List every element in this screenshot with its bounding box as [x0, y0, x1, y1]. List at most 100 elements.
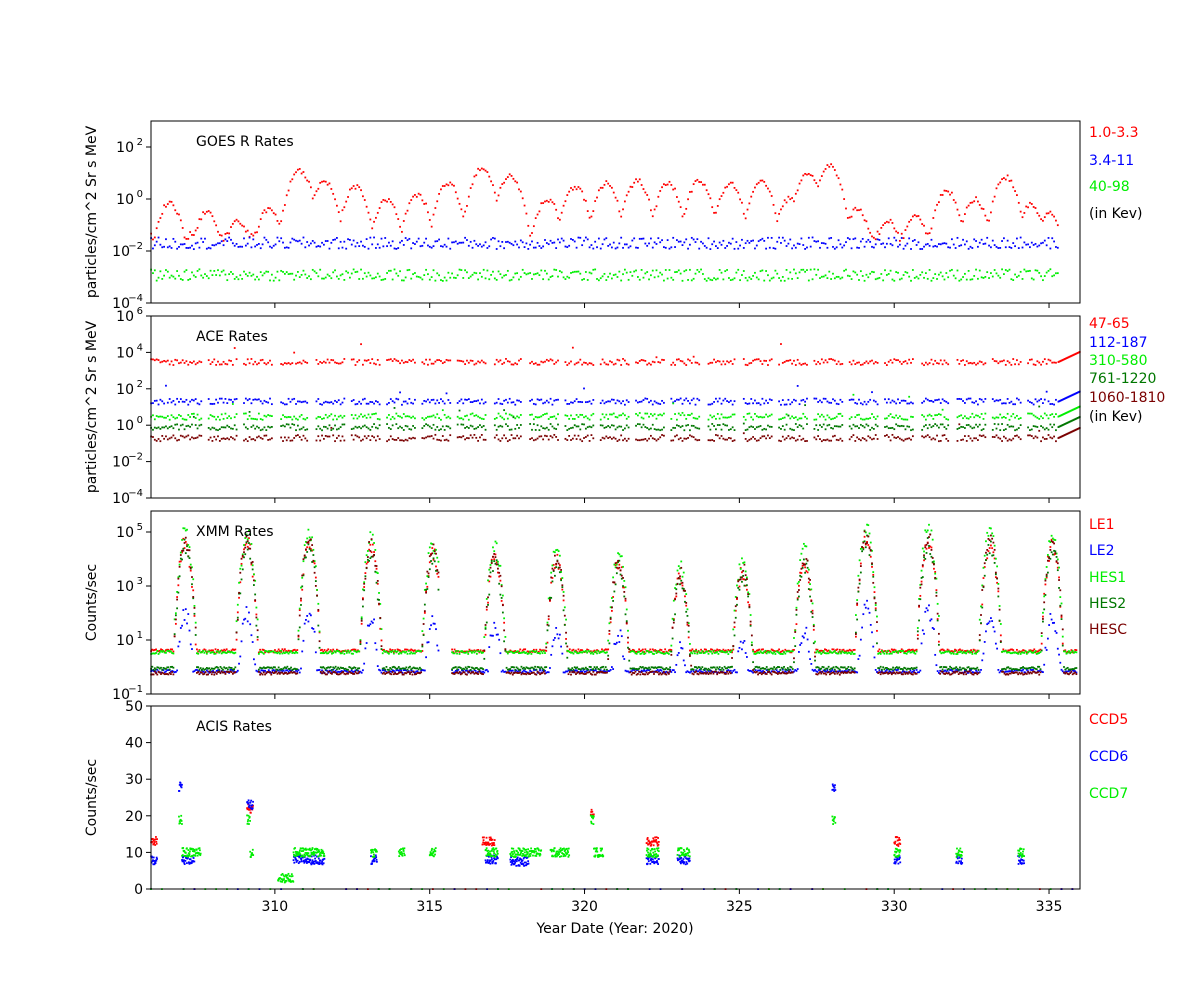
series-1.0-3.3-point: [434, 207, 436, 209]
series-LE1-point: [642, 649, 644, 651]
series-47-65-point: [760, 360, 762, 362]
series-112-187-point: [462, 402, 464, 404]
series-112-187-point: [581, 401, 583, 403]
series-761-1220-point: [163, 427, 165, 429]
series-47-65-point: [553, 363, 555, 365]
series-310-580-point: [286, 416, 288, 418]
series-310-580-point: [1012, 413, 1014, 415]
series-1060-1810-point: [960, 439, 962, 441]
series-310-580-point: [635, 413, 637, 415]
series-310-580-point: [576, 414, 578, 416]
series-1.0-3.3-point: [438, 193, 440, 195]
series-310-580-point: [539, 416, 541, 418]
series-761-1220-point: [186, 425, 188, 427]
series-761-1220-point: [286, 423, 288, 425]
series-47-65-point: [159, 361, 161, 363]
series-LE1-point: [281, 648, 283, 650]
series-40-98-point: [239, 274, 241, 276]
series-112-187-point: [570, 401, 572, 403]
series-112-187-point: [695, 404, 697, 406]
series-1.0-3.3-point: [938, 201, 940, 203]
series-3.4-11-point: [873, 247, 875, 249]
series-1.0-3.3-point: [986, 219, 988, 221]
series-310-580-point: [910, 416, 912, 418]
series-1060-1810-point: [892, 434, 894, 436]
series-112-187-point: [431, 399, 433, 401]
series-3.4-11-point: [890, 243, 892, 245]
series-3.4-11-point: [735, 241, 737, 243]
series-1.0-3.3-point: [893, 227, 895, 229]
series-112-187-point: [434, 403, 436, 405]
series-3.4-11-point: [371, 243, 373, 245]
series-3.4-11-point: [1003, 237, 1005, 239]
series-761-1220-point: [840, 426, 842, 428]
series-310-580-point: [511, 414, 513, 416]
series-1060-1810-point: [513, 437, 515, 439]
series-761-1220-point: [624, 428, 626, 430]
series-1.0-3.3-point: [975, 196, 977, 198]
series-1.0-3.3-point: [1023, 212, 1025, 214]
series-1.0-3.3-point: [808, 173, 810, 175]
series-310-580-point: [858, 414, 860, 416]
series-1.0-3.3-point: [735, 189, 737, 191]
series-761-1220-point: [327, 428, 329, 430]
series-LE1-point: [843, 649, 845, 651]
series-1.0-3.3-point: [886, 221, 888, 223]
series-3.4-11-point: [767, 237, 769, 239]
series-LE2-point: [737, 650, 739, 652]
series-47-65-point: [828, 358, 830, 360]
series-112-187-point: [306, 402, 308, 404]
series-112-187-point: [578, 401, 580, 403]
series-40-98-point: [301, 274, 303, 276]
series-112-187-point: [425, 401, 427, 403]
series-1060-1810-point: [565, 438, 567, 440]
series-310-580-point: [252, 418, 254, 420]
series-3.4-11-point: [721, 244, 723, 246]
series-LE1-point: [485, 634, 487, 636]
series-3.4-11-point: [330, 242, 332, 244]
series-40-98-point: [743, 270, 745, 272]
series-LE1-point: [257, 639, 259, 641]
series-1060-1810-point: [787, 435, 789, 437]
series-40-98-point: [225, 274, 227, 276]
series-761-1220-point: [1044, 428, 1046, 430]
series-1.0-3.3-point: [442, 185, 444, 187]
series-310-580-point: [691, 413, 693, 415]
series-761-1220-point: [979, 424, 981, 426]
series-1060-1810-point: [304, 437, 306, 439]
series-761-1220-point: [960, 426, 962, 428]
series-1060-1810-point: [364, 435, 366, 437]
series-3.4-11-point: [973, 238, 975, 240]
series-47-65-point: [683, 363, 685, 365]
legend-entry: 761-1220: [1089, 371, 1156, 387]
series-40-98-point: [444, 277, 446, 279]
series-1060-1810-point: [1003, 436, 1005, 438]
series-112-187-point: [288, 398, 290, 400]
series-310-580-point: [494, 418, 496, 420]
series-47-65-point: [1031, 359, 1033, 361]
series-40-98-point: [356, 271, 358, 273]
series-1060-1810-point: [827, 439, 829, 441]
series-40-98-point: [841, 277, 843, 279]
series-1.0-3.3-point: [403, 220, 405, 222]
series-112-187-point: [284, 403, 286, 405]
series-1.0-3.3-point: [267, 207, 269, 209]
series-112-187-point: [1001, 403, 1003, 405]
series-112-187-point: [750, 398, 752, 400]
series-1060-1810-point: [587, 435, 589, 437]
series-LE1-point: [435, 566, 437, 568]
series-112-187-point: [784, 404, 786, 406]
series-310-580-point: [356, 418, 358, 420]
series-112-187-point: [791, 401, 793, 403]
series-40-98-point: [631, 275, 633, 277]
series-112-187-point: [795, 400, 797, 402]
series-47-65-point: [570, 361, 572, 363]
series-761-1220-point: [1055, 429, 1057, 431]
series-40-98-point: [979, 270, 981, 272]
series-40-98-point: [553, 269, 555, 271]
series-761-1220-point: [806, 423, 808, 425]
series-40-98-point: [303, 270, 305, 272]
series-3.4-11-point: [748, 242, 750, 244]
series-47-65-point: [555, 361, 557, 363]
series-47-65-point: [1001, 360, 1003, 362]
